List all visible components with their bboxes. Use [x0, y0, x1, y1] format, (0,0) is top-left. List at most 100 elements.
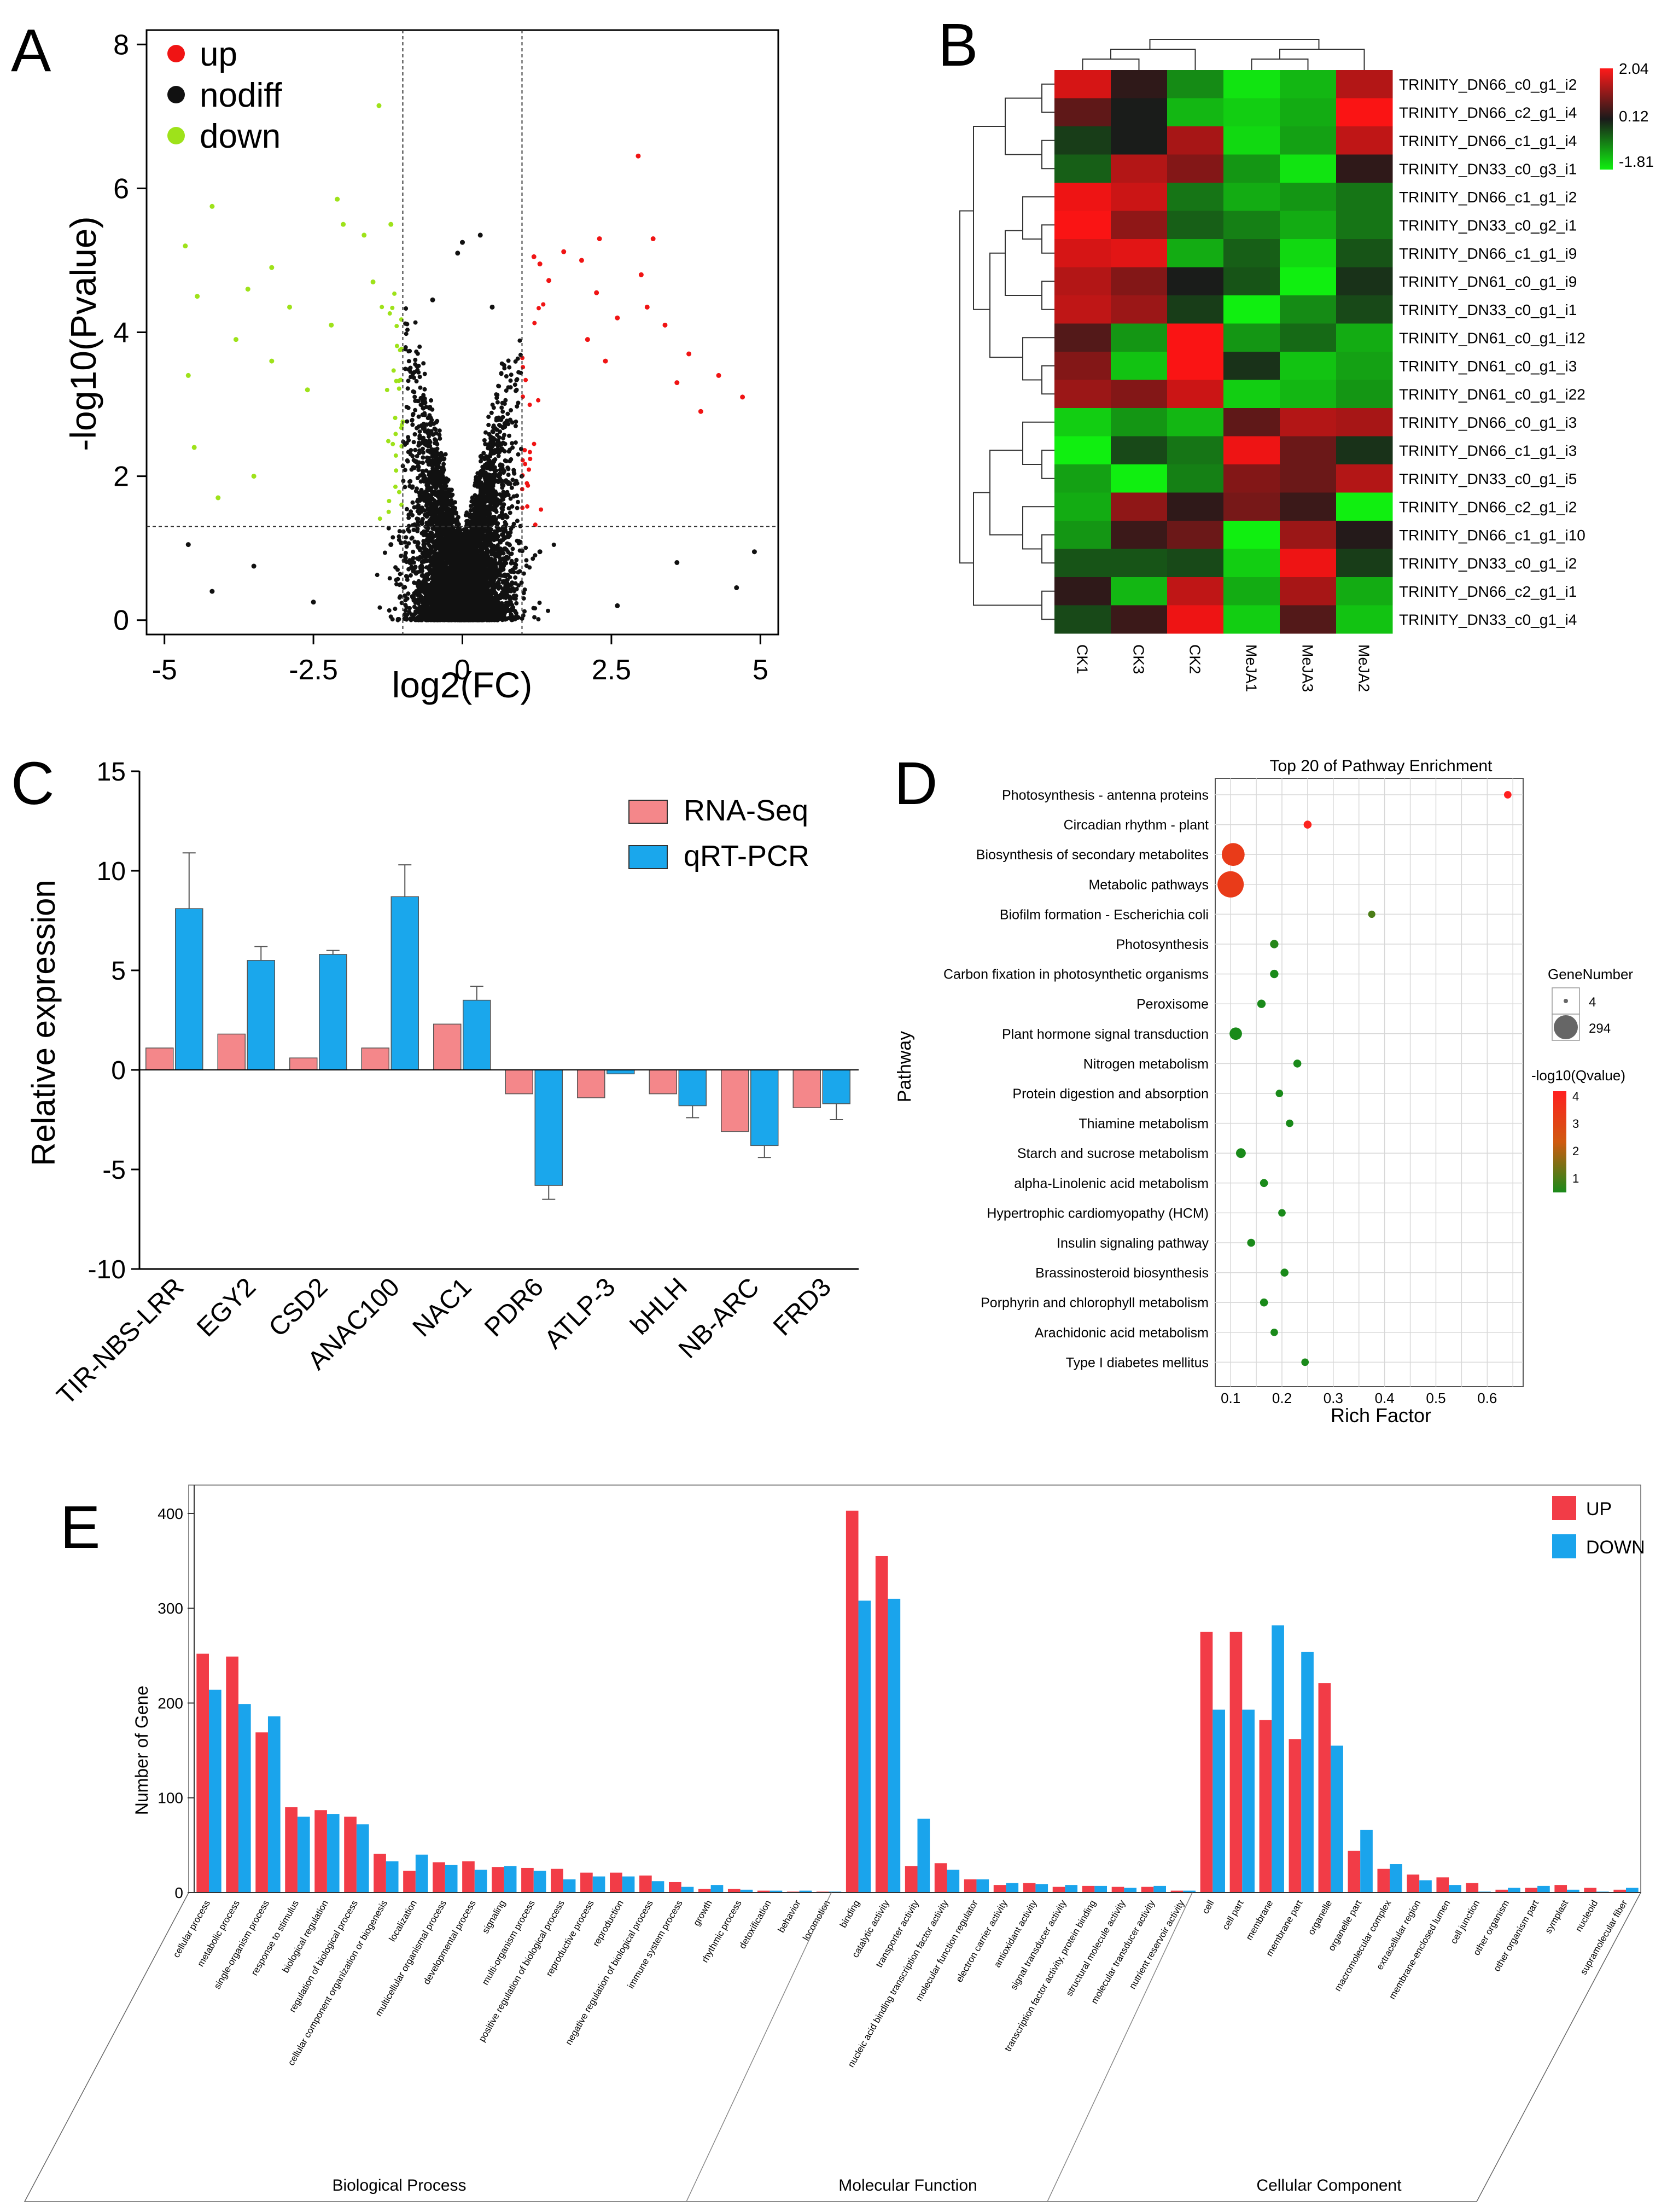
go-bar-UP-25: [934, 1863, 947, 1893]
bar-qRT-PCR-8: [750, 1069, 779, 1146]
legend-up-swatch: [1552, 1496, 1576, 1520]
heatmap-cell-5-4: [1280, 211, 1337, 240]
colorbar-max-label: 2.04: [1619, 60, 1649, 77]
heatmap-cell-6-2: [1167, 239, 1224, 267]
heatmap-row-label-8: TRINITY_DN33_c0_g1_i1: [1399, 301, 1577, 318]
heatmap-cell-14-4: [1280, 464, 1337, 493]
c-y-tick-label-5: 15: [97, 758, 126, 787]
pathway-bubble-13: [1260, 1179, 1268, 1188]
volcano-legend: up nodiff down: [167, 36, 282, 155]
pathway-bubble-10: [1275, 1090, 1284, 1097]
legend-qrtpcr-swatch: [628, 845, 668, 869]
pathway-bubble-1: [1303, 820, 1312, 829]
heatmap-row-label-18: TRINITY_DN66_c2_g1_i1: [1399, 583, 1577, 600]
go-category-label-38: organelle: [1306, 1899, 1334, 1937]
go-bar-DOWN-20: [799, 1890, 812, 1893]
heatmap-cell-14-2: [1167, 464, 1224, 493]
e-y-tick-label-2: 200: [158, 1695, 183, 1712]
go-group-label-2: Cellular Component: [1256, 2176, 1402, 2194]
volcano-point-up-6: [644, 304, 650, 310]
bar-RNA-Seq-0: [145, 1047, 174, 1070]
volcano-point-down-19: [269, 358, 275, 364]
heatmap-cell-15-5: [1336, 492, 1393, 521]
d-x-tick-label-0: 0.1: [1221, 1390, 1240, 1406]
go-category-label-16: immune system process: [626, 1899, 685, 1990]
heatmap-cell-17-3: [1223, 549, 1280, 578]
heatmap-cell-15-3: [1223, 492, 1280, 521]
heatmap-column-label-1: CK3: [1130, 644, 1147, 674]
go-bar-UP-16: [668, 1882, 681, 1893]
heatmap-cell-10-5: [1336, 352, 1393, 380]
go-bar-DOWN-2: [267, 1716, 281, 1893]
go-bar-DOWN-33: [1183, 1890, 1196, 1893]
go-category-label-22: binding: [838, 1899, 862, 1930]
heatmap-cell-6-3: [1223, 239, 1280, 267]
legend-up-marker: [167, 45, 185, 62]
legend-up-text: UP: [1586, 1499, 1612, 1520]
go-bar-UP-36: [1259, 1720, 1272, 1893]
go-bar-UP-24: [905, 1866, 918, 1893]
col-dendro-b: [1251, 59, 1309, 70]
row-dendro-pair-5: [1041, 450, 1054, 479]
heatmap-cell-12-1: [1111, 408, 1168, 436]
legend-rnaseq-label: RNA-Seq: [684, 794, 808, 827]
go-bar-DOWN-1: [238, 1704, 251, 1893]
colorbar-min-label: -1.81: [1619, 153, 1654, 170]
go-bar-DOWN-12: [563, 1879, 576, 1893]
pathway-label-12: Starch and sucrose metabolism: [1017, 1146, 1209, 1161]
bar-qRT-PCR-5: [534, 1069, 563, 1186]
go-bar-UP-6: [374, 1853, 386, 1893]
heatmap-cell-0-0: [1054, 70, 1111, 98]
c-y-tick-label-0: -10: [88, 1255, 126, 1284]
heatmap-cell-11-3: [1223, 380, 1280, 409]
go-bar-UP-41: [1407, 1875, 1420, 1893]
heatmap-cell-12-4: [1280, 408, 1337, 436]
volcano-point-up-1: [561, 249, 567, 254]
y-tick-label-4: 8: [113, 29, 129, 61]
go-bar-UP-31: [1111, 1887, 1124, 1893]
heatmap-cell-4-4: [1280, 183, 1337, 211]
go-category-label-46: symplast: [1543, 1898, 1570, 1935]
colorbar-mid-label: 0.12: [1619, 108, 1649, 125]
volcano-point-nodiff-5: [388, 542, 394, 548]
category-label-7: bHLH: [625, 1272, 693, 1340]
volcano-point-down-2: [341, 222, 346, 227]
heatmap-cell-15-1: [1111, 492, 1168, 521]
pathway-bubble-2: [1221, 843, 1245, 866]
go-group-labels: Biological Process Molecular Function Cell…: [332, 1892, 1402, 2202]
go-bar-DOWN-48: [1626, 1888, 1639, 1893]
volcano-axis-ticks: -5 -2.5 0 2.5 5 0 2 4 6 8: [113, 29, 768, 686]
go-bar-UP-19: [757, 1890, 770, 1893]
pathway-bubble-18: [1270, 1328, 1278, 1336]
heatmap-cell-9-4: [1280, 323, 1337, 352]
volcano-plot: -5 -2.5 0 2.5 5 0 2 4 6 8 up nodiff down log2(FC)…: [63, 29, 779, 705]
volcano-point-down-8: [195, 294, 200, 299]
heatmap-cell-8-4: [1280, 295, 1337, 324]
heatmap-cell-0-3: [1223, 70, 1280, 98]
heatmap-cell-14-5: [1336, 464, 1393, 493]
heatmap-cell-11-4: [1280, 380, 1337, 409]
volcano-point-down-0: [376, 103, 382, 108]
pathway-label-15: Insulin signaling pathway: [1057, 1236, 1209, 1251]
go-bar-DOWN-40: [1390, 1864, 1402, 1893]
heatmap-cell-14-1: [1111, 464, 1168, 493]
go-bar-DOWN-36: [1272, 1625, 1284, 1893]
volcano-point-down-1: [362, 232, 367, 238]
gene-number-legend: GeneNumber 4 294: [1548, 966, 1633, 1041]
d-x-tick-label-2: 0.3: [1324, 1390, 1343, 1406]
go-bar-UP-9: [462, 1861, 475, 1893]
heatmap-cell-2-3: [1223, 126, 1280, 155]
heatmap-cell-18-0: [1054, 577, 1111, 606]
heatmap-cell-3-1: [1111, 154, 1168, 183]
go-bar-UP-44: [1495, 1889, 1508, 1893]
volcano-point-nodiff-0: [460, 240, 465, 245]
bar-RNA-Seq-1: [217, 1033, 246, 1070]
go-group-label-0: Biological Process: [332, 2176, 466, 2194]
pathway-bubble-5: [1270, 940, 1279, 948]
pathway-label-17: Porphyrin and chlorophyll metabolism: [981, 1295, 1209, 1311]
heatmap-cell-8-5: [1336, 295, 1393, 324]
heatmap-cell-17-1: [1111, 549, 1168, 578]
qvalue-colorbar: [1553, 1091, 1566, 1192]
heatmap-row-label-14: TRINITY_DN33_c0_g1_i5: [1399, 470, 1577, 487]
